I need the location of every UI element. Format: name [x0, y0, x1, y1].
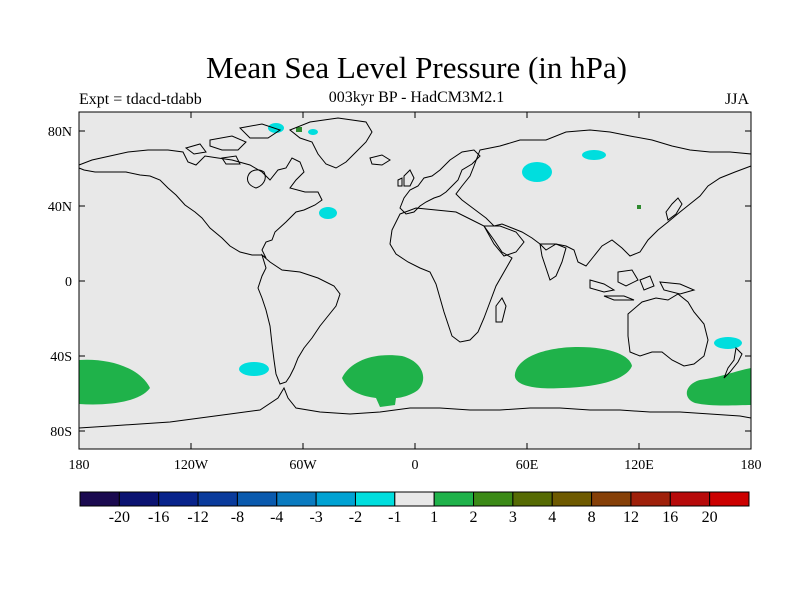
lat-tick-label: 40N: [48, 200, 72, 215]
colorbar-label: 3: [509, 509, 517, 526]
colorbar-label: 20: [702, 509, 718, 526]
colorbar-swatch: [512, 491, 553, 507]
lon-tick-label: 60E: [516, 458, 539, 473]
anomaly-fills: [79, 123, 751, 407]
lon-tick-label: 120W: [174, 458, 209, 473]
colorbar-swatch: [197, 491, 238, 507]
positive-anomaly-indian-ocean: [514, 347, 632, 389]
positive-anomaly-greenland: [296, 127, 302, 132]
lat-tick-label: 0: [65, 275, 72, 290]
lon-tick-label: 180: [69, 458, 90, 473]
colorbar-label: 16: [662, 509, 678, 526]
colorbar-swatch: [79, 491, 120, 507]
coast-new-zealand: [723, 346, 743, 379]
colorbar-label: 2: [470, 509, 478, 526]
coastlines: [78, 117, 752, 429]
coast-british-isles: [397, 169, 415, 187]
coast-arabia: [483, 225, 525, 257]
colorbar-label: 4: [548, 509, 556, 526]
coast-greenland: [289, 117, 373, 169]
map-background: [79, 112, 751, 449]
lon-tick-label: 120E: [624, 458, 654, 473]
lon-axis: [78, 112, 752, 449]
coast-australia: [627, 293, 709, 367]
lat-tick-label: 80N: [48, 125, 72, 140]
experiment-label: Expt = tdacd-tdabb: [79, 91, 202, 108]
lat-tick-label: 40S: [50, 350, 72, 365]
coast-hudson-bay: [247, 169, 266, 189]
coast-south-america: [257, 253, 341, 385]
lon-tick-label: 60W: [289, 458, 317, 473]
positive-anomaly-southern-ocean-australia: [686, 368, 751, 406]
colorbar: -20 -16 -12 -8 -4 -3 -2 -1 1 2 3 4 8 12 16 20: [79, 491, 750, 526]
negative-anomaly-tasman-sea: [714, 337, 742, 349]
season-label: JJA: [725, 91, 750, 108]
colorbar-swatch: [669, 491, 711, 507]
coast-europe: [399, 149, 481, 215]
colorbar-label: -2: [349, 509, 362, 526]
negative-anomaly-southeast-pacific: [239, 362, 269, 376]
colorbar-label: 1: [430, 509, 438, 526]
colorbar-label: -20: [109, 509, 130, 526]
coast-north-america: [78, 149, 323, 259]
lon-tick-label: 0: [412, 458, 419, 473]
negative-anomaly-western-siberia: [522, 162, 552, 182]
colorbar-label: -1: [388, 509, 401, 526]
colorbar-label: -12: [187, 509, 208, 526]
lat-tick-labels: 80N 40N 0 40S 80S: [48, 125, 72, 440]
coast-africa: [389, 207, 513, 343]
colorbar-swatch: [551, 491, 593, 507]
positive-anomaly-south-atlantic: [342, 355, 424, 407]
coast-arctic-islands: [184, 123, 282, 165]
lon-tick-label: 180: [741, 458, 762, 473]
colorbar-swatch: [354, 491, 396, 507]
page-title: Mean Sea Level Pressure (in hPa): [206, 50, 627, 85]
coast-madagascar: [495, 297, 507, 323]
colorbar-swatch: [473, 491, 514, 507]
colorbar-label: -16: [148, 509, 169, 526]
page-subtitle: 003kyr BP - HadCM3M2.1: [328, 89, 505, 106]
colorbar-swatch: [118, 491, 160, 507]
coast-indonesia: [589, 269, 696, 301]
lon-tick-labels: 180 120W 60W 0 60E 120E 180: [69, 458, 762, 473]
colorbar-swatch: [236, 491, 278, 507]
colorbar-swatch: [630, 491, 671, 507]
negative-anomaly-north-atlantic: [319, 207, 337, 219]
colorbar-swatch: [709, 491, 750, 507]
lat-axis: [79, 130, 751, 432]
coast-iceland: [369, 154, 391, 166]
colorbar-label: -4: [270, 509, 283, 526]
coast-japan: [665, 197, 683, 221]
colorbar-label: -8: [231, 509, 244, 526]
colorbar-swatch: [158, 491, 199, 507]
colorbar-swatch: [276, 491, 317, 507]
colorbar-swatch: [394, 491, 435, 507]
colorbar-label: 12: [623, 509, 639, 526]
positive-anomaly-south-pacific: [79, 359, 150, 405]
colorbar-swatch: [433, 491, 475, 507]
colorbar-swatch: [591, 491, 632, 507]
coast-india: [539, 243, 567, 281]
colorbar-label: 8: [588, 509, 596, 526]
coast-asia: [455, 129, 752, 267]
colorbar-label: -3: [309, 509, 322, 526]
positive-anomaly-northeast-asia: [637, 205, 641, 209]
negative-anomaly-north-siberia: [582, 150, 606, 160]
negative-anomaly-canadian-arctic: [268, 123, 284, 133]
colorbar-swatch: [315, 491, 356, 507]
lat-tick-label: 80S: [50, 425, 72, 440]
coast-antarctica: [78, 386, 752, 429]
negative-anomaly-baffin-bay: [308, 129, 318, 135]
